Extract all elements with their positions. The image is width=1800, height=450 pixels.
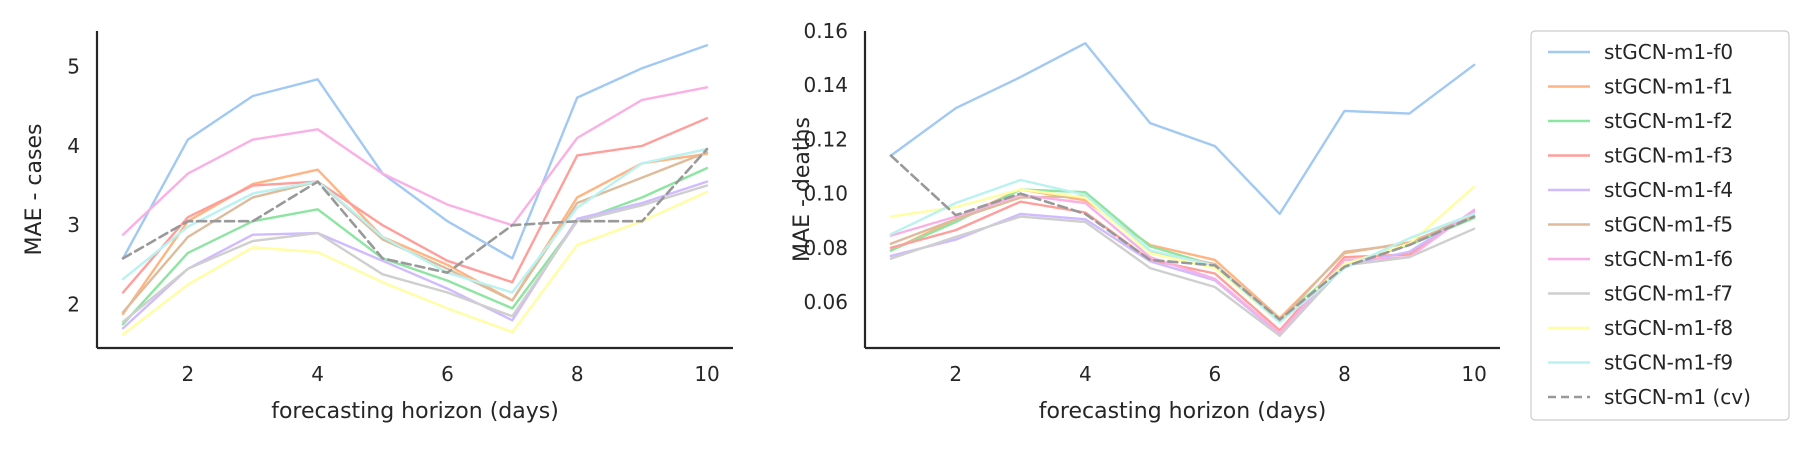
cases-series-layer xyxy=(121,44,709,336)
cases-panel: 2 4 6 8 10 2 3 4 5 forecasting horizon (days) M… xyxy=(22,31,733,424)
deaths-y-tick-label: 0.06 xyxy=(803,290,848,314)
legend-label: stGCN-m1-f1 xyxy=(1604,75,1733,99)
deaths-y-tick-label: 0.12 xyxy=(803,127,848,151)
legend-label: stGCN-m1 (cv) xyxy=(1604,385,1751,409)
cases-series-line-3 xyxy=(121,116,709,294)
cases-series-line-9 xyxy=(121,147,709,294)
cases-series-line-2 xyxy=(121,166,709,326)
deaths-x-ticks: 2 4 6 8 10 xyxy=(949,362,1486,386)
cases-x-axis-label: forecasting horizon (days) xyxy=(271,399,559,424)
deaths-y-tick-label: 0.16 xyxy=(803,19,848,43)
deaths-series-line-10 xyxy=(889,154,1476,321)
cases-series-line-7 xyxy=(121,184,709,323)
legend-label: stGCN-m1-f7 xyxy=(1604,282,1733,306)
legend-label: stGCN-m1-f6 xyxy=(1604,247,1733,271)
deaths-x-tick-label: 8 xyxy=(1338,362,1351,386)
deaths-axes xyxy=(863,31,1500,350)
cases-x-tick-label: 2 xyxy=(181,362,194,386)
legend-frame xyxy=(1530,30,1790,421)
legend-label: stGCN-m1-f2 xyxy=(1604,109,1733,133)
deaths-y-tick-label: 0.14 xyxy=(803,73,848,97)
cases-x-ticks: 2 4 6 8 10 xyxy=(181,362,719,386)
deaths-series-line-6 xyxy=(889,193,1476,335)
deaths-y-tick-label: 0.10 xyxy=(803,182,848,206)
deaths-series-layer xyxy=(889,42,1476,337)
legend-items: stGCN-m1-f0 stGCN-m1-f1 stGCN-m1-f2 stGCN-m… xyxy=(1548,40,1751,409)
cases-axes xyxy=(95,31,733,350)
cases-y-tick-label: 3 xyxy=(67,213,80,237)
cases-series-line-4 xyxy=(121,180,709,330)
deaths-x-tick-label: 10 xyxy=(1461,362,1486,386)
cases-x-tick-label: 10 xyxy=(694,362,719,386)
cases-x-tick-label: 4 xyxy=(311,362,324,386)
cases-y-tick-label: 2 xyxy=(67,292,80,316)
deaths-y-ticks: 0.06 0.08 0.10 0.12 0.14 0.16 xyxy=(803,19,848,314)
deaths-y-tick-label: 0.08 xyxy=(803,236,848,260)
deaths-series-line-3 xyxy=(889,200,1476,332)
legend-label: stGCN-m1-f3 xyxy=(1604,144,1733,168)
deaths-series-line-7 xyxy=(889,215,1476,337)
cases-x-tick-label: 8 xyxy=(571,362,584,386)
deaths-y-axis-label: MAE - deaths xyxy=(790,117,815,262)
cases-series-line-6 xyxy=(121,86,709,236)
cases-y-ticks: 2 3 4 5 xyxy=(67,55,80,317)
legend-label: stGCN-m1-f9 xyxy=(1604,351,1733,375)
cases-y-tick-label: 5 xyxy=(67,55,80,79)
cases-y-tick-label: 4 xyxy=(67,134,80,158)
legend-label: stGCN-m1-f4 xyxy=(1604,178,1733,202)
cases-x-tick-label: 6 xyxy=(441,362,454,386)
legend: stGCN-m1-f0 stGCN-m1-f1 stGCN-m1-f2 stGCN-m… xyxy=(1530,30,1790,421)
deaths-series-line-9 xyxy=(889,178,1476,324)
legend-label: stGCN-m1-f8 xyxy=(1604,316,1733,340)
deaths-x-axis-label: forecasting horizon (days) xyxy=(1039,399,1327,424)
deaths-x-tick-label: 6 xyxy=(1209,362,1222,386)
cases-y-axis-label: MAE - cases xyxy=(22,124,47,256)
cases-series-line-0 xyxy=(121,44,709,260)
cases-series-line-8 xyxy=(121,190,709,336)
legend-label: stGCN-m1-f5 xyxy=(1604,213,1733,237)
deaths-series-line-0 xyxy=(889,42,1476,216)
deaths-panel: 2 4 6 8 10 0.06 0.08 0.10 0.12 0.14 0.16 forecast… xyxy=(790,19,1500,424)
deaths-x-tick-label: 2 xyxy=(949,362,962,386)
deaths-x-tick-label: 4 xyxy=(1079,362,1092,386)
legend-label: stGCN-m1-f0 xyxy=(1604,40,1733,64)
cases-series-line-10 xyxy=(121,147,709,275)
